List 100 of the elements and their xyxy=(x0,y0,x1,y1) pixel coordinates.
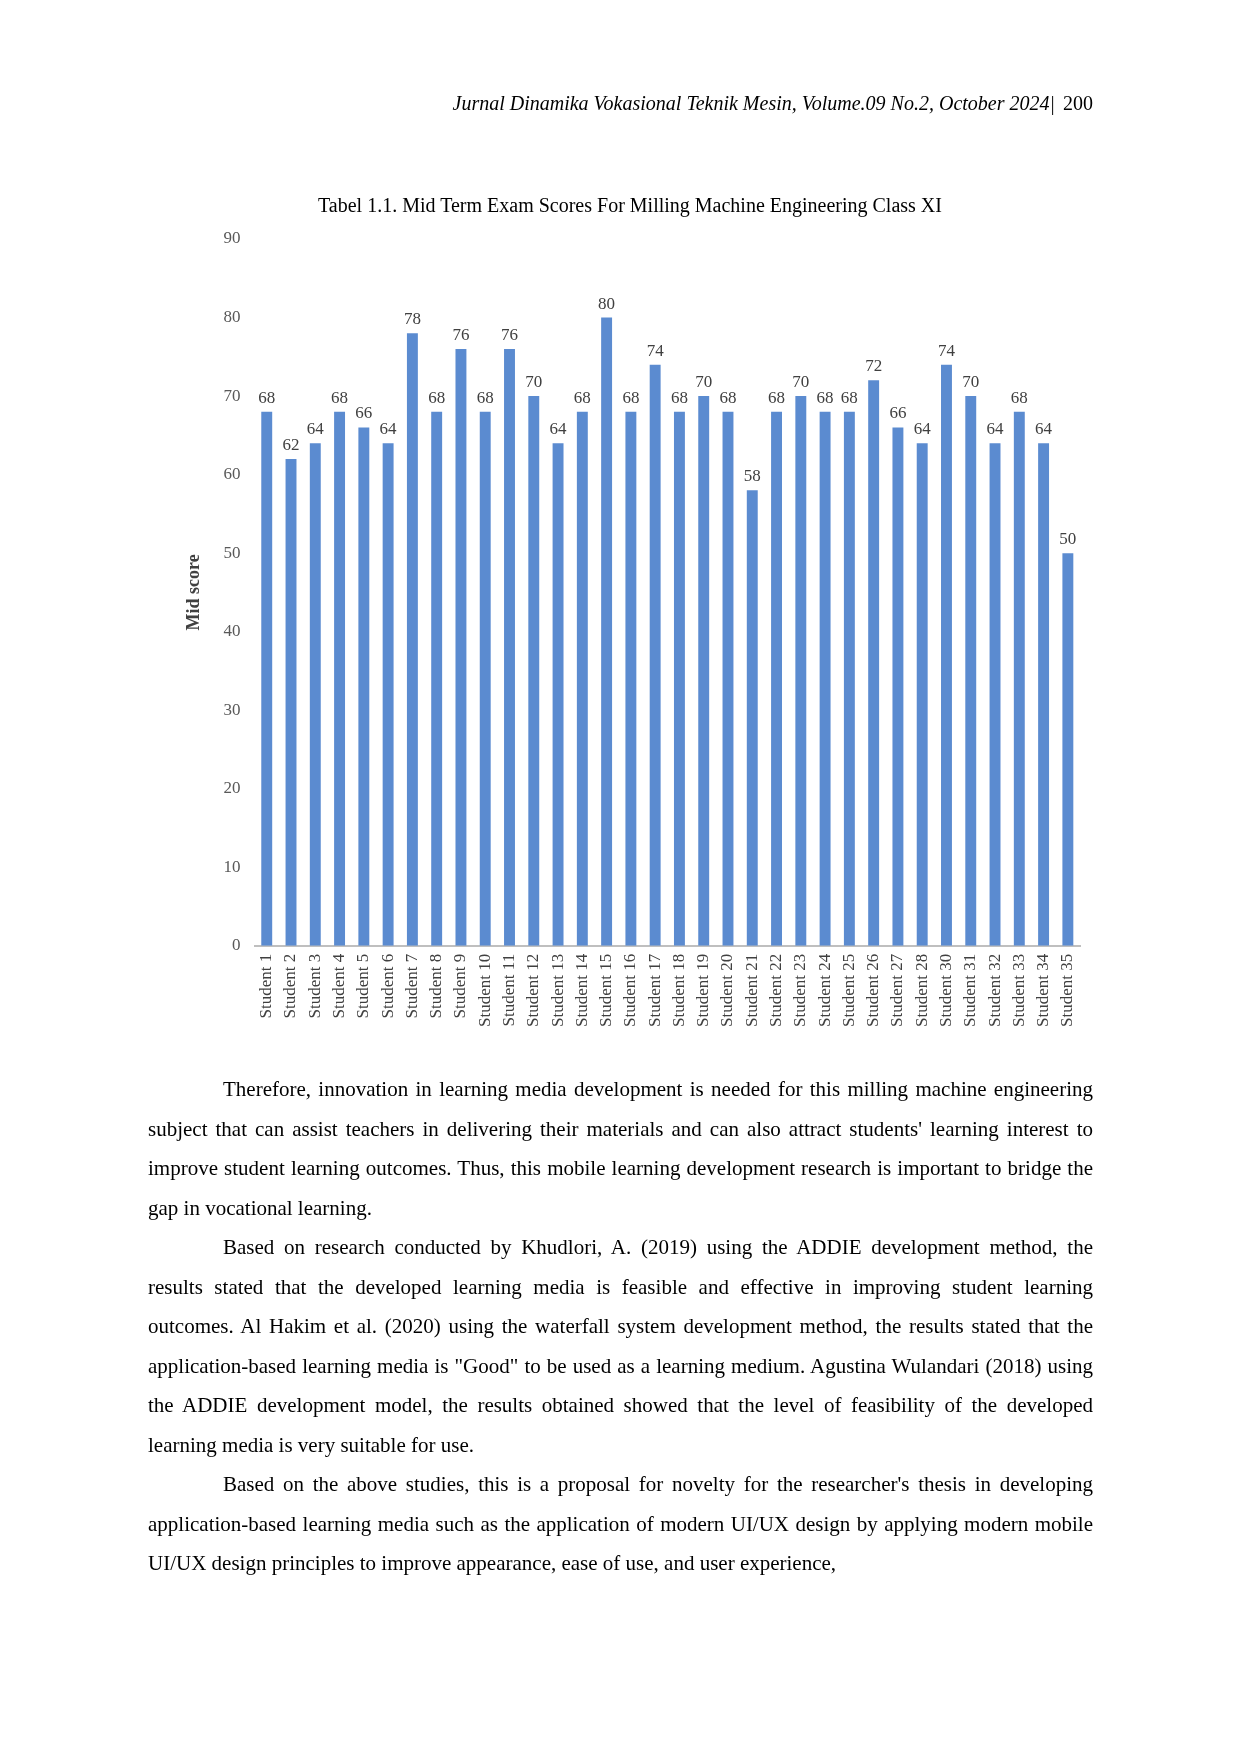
data-label: 68 xyxy=(331,387,349,407)
x-tick-label: Student 16 xyxy=(620,953,640,1028)
x-tick-label: Student 23 xyxy=(790,953,810,1028)
x-tick-label: Student 3 xyxy=(304,953,324,1019)
data-label: 72 xyxy=(865,356,883,376)
bar xyxy=(795,396,807,946)
bar xyxy=(552,443,564,946)
x-tick-label: Student 7 xyxy=(401,953,421,1019)
x-tick-label: Student 17 xyxy=(644,953,664,1028)
x-tick-label: Student 21 xyxy=(741,953,761,1028)
x-tick-label: Student 1 xyxy=(256,953,276,1019)
y-tick-label: 50 xyxy=(223,542,241,562)
bar xyxy=(334,411,346,946)
bar xyxy=(601,317,613,946)
bar xyxy=(1062,553,1074,946)
bar xyxy=(479,411,491,946)
data-label: 68 xyxy=(816,387,834,407)
x-tick-label: Student 13 xyxy=(547,953,567,1028)
x-tick-label: Student 33 xyxy=(1008,953,1028,1028)
bar xyxy=(843,411,855,946)
x-tick-label: Student 31 xyxy=(960,953,980,1028)
text: Based on research conducted by Khudlori, A. (2019) using the ADDIE development method, the results stated that the developed learning media is feasible and effective in improving student learning outcomes. Al Hakim et al. (2020) using the waterfall system development method, the results stated that the application-based learning media is "Good" to be used as a learning medium. Agustina Wulandari (2018) using the ADDIE development model, the results obtained showed that the level of feasibility of the developed learning media is very suitable for use. xyxy=(148,1234,1093,1459)
bar xyxy=(504,348,515,946)
data-label: 64 xyxy=(913,419,932,439)
data-label: 64 xyxy=(549,419,568,439)
bar xyxy=(431,411,443,946)
bar xyxy=(722,411,734,946)
x-tick-label: Student 26 xyxy=(863,953,883,1028)
data-label: 68 xyxy=(719,387,737,407)
chart-title: Tabel 1.1. Mid Term Exam Scores For Milling Machine Engineering Class XI xyxy=(318,194,942,218)
y-tick-label: 0 xyxy=(232,935,241,955)
data-label: 64 xyxy=(986,419,1005,439)
data-label: 76 xyxy=(501,324,518,344)
bar xyxy=(1013,411,1025,946)
y-tick-label: 90 xyxy=(223,228,241,248)
data-label: 64 xyxy=(306,419,325,439)
y-tick-label: 80 xyxy=(223,307,241,326)
bar xyxy=(868,380,880,946)
data-label: 78 xyxy=(403,309,421,329)
bar xyxy=(965,396,977,946)
x-tick-label: Student 32 xyxy=(984,953,1004,1028)
text: Therefore, innovation in learning media development is needed for this milling machine engineering subject that can assist teachers in delivering their materials and can also attract students' learning interest to improve student learning outcomes. Thus, this mobile learning development research is important to bridge the gap in vocational learning. xyxy=(148,1076,1093,1222)
x-tick-label: Student 30 xyxy=(935,953,955,1028)
bar xyxy=(285,458,297,946)
data-label: 68 xyxy=(258,387,276,407)
x-tick-label: Student 9 xyxy=(450,953,470,1019)
bar xyxy=(819,411,831,946)
data-label: 66 xyxy=(889,403,907,423)
bar xyxy=(261,411,273,946)
bar xyxy=(528,396,540,946)
bar xyxy=(916,443,928,946)
y-tick-label: 70 xyxy=(223,385,241,405)
bar xyxy=(625,411,637,946)
x-tick-label: Student 34 xyxy=(1033,953,1053,1028)
data-label: 62 xyxy=(282,434,300,454)
y-tick-label: 60 xyxy=(223,464,241,484)
x-tick-label: Student 28 xyxy=(911,953,931,1028)
data-label: 70 xyxy=(792,372,810,392)
x-tick-label: Student 12 xyxy=(523,953,543,1028)
x-tick-label: Student 20 xyxy=(717,953,737,1028)
data-label: 64 xyxy=(1035,419,1053,439)
x-tick-label: Student 15 xyxy=(596,953,616,1028)
x-tick-label: Student 25 xyxy=(838,953,858,1028)
bar xyxy=(455,348,467,946)
x-tick-label: Student 14 xyxy=(571,953,591,1028)
y-axis-title: Mid score xyxy=(183,554,204,631)
data-label: 66 xyxy=(355,403,373,423)
data-label: 68 xyxy=(476,387,494,407)
bar xyxy=(1038,443,1050,946)
bar xyxy=(892,427,904,946)
bar xyxy=(649,364,661,946)
bar xyxy=(309,443,321,946)
data-label: 50 xyxy=(1059,529,1077,549)
bar xyxy=(698,396,710,946)
bar xyxy=(771,411,783,946)
x-tick-label: Student 5 xyxy=(353,953,373,1019)
data-label: 68 xyxy=(670,387,688,407)
data-label: 68 xyxy=(622,387,640,407)
bar xyxy=(406,333,418,946)
y-tick-label: 30 xyxy=(223,699,241,719)
bar xyxy=(746,490,758,946)
x-tick-label: Student 10 xyxy=(474,953,494,1028)
bar xyxy=(989,443,1001,946)
bar xyxy=(382,443,394,946)
x-tick-label: Student 4 xyxy=(329,953,349,1019)
data-label: 70 xyxy=(525,372,543,392)
data-label: 70 xyxy=(962,372,980,392)
data-label: 68 xyxy=(768,387,786,407)
x-tick-label: Student 18 xyxy=(668,953,688,1028)
data-label: 74 xyxy=(937,340,956,360)
data-label: 68 xyxy=(428,387,446,407)
data-label: 58 xyxy=(743,466,761,486)
x-tick-label: Student 19 xyxy=(693,953,713,1028)
x-tick-label: Student 24 xyxy=(814,953,834,1028)
bar xyxy=(576,411,588,946)
data-label: 64 xyxy=(379,419,398,439)
data-label: 76 xyxy=(452,324,470,344)
x-tick-label: Student 27 xyxy=(887,953,907,1028)
x-tick-label: Student 2 xyxy=(280,953,300,1019)
data-label: 70 xyxy=(695,372,713,392)
